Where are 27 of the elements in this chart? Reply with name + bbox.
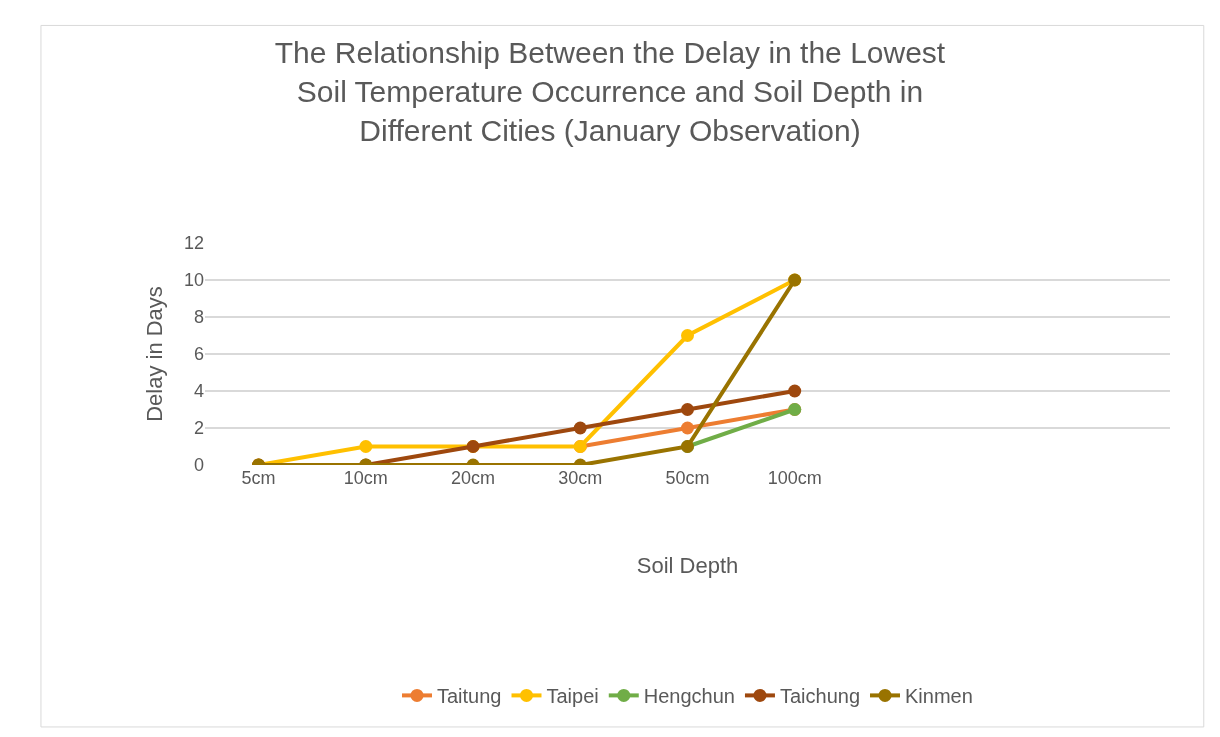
x-tick-label: 20cm [451, 468, 496, 488]
legend-label: Taitung [437, 685, 502, 708]
point [573, 421, 587, 435]
y-tick-label: 8 [193, 307, 204, 328]
x-tick-label: 30cm [558, 468, 603, 488]
point [359, 440, 373, 453]
point [681, 329, 694, 342]
x-tick-label: 10cm [343, 468, 388, 488]
x-axis-title: Soil Depth [636, 552, 739, 578]
y-tick-label: 10 [183, 270, 204, 291]
y-tick-label: 6 [193, 344, 204, 365]
chart-title: The Relationship Between the Delay in the Lowest Soil Temperature Occurrence and Soil Depth in Different Cities (January Observation) [274, 35, 946, 147]
legend-label: Taipei [546, 685, 599, 708]
x-tick-label: 5cm [241, 468, 276, 488]
legend-label: Taichung [779, 685, 861, 708]
y-axis-title: Delay in Days [141, 286, 167, 422]
y-tick-label: 12 [183, 233, 204, 254]
point [681, 403, 694, 416]
point [681, 421, 694, 435]
y-tick-label: 2 [193, 418, 204, 439]
legend-label: Hengchun [643, 685, 735, 708]
y-tick-label: 0 [193, 455, 204, 476]
legend-label: Kinmen [905, 685, 973, 708]
x-tick-label: 100cm [767, 468, 822, 488]
x-tick-label: 50cm [665, 468, 710, 488]
point [788, 384, 802, 398]
y-tick-label: 4 [193, 381, 204, 402]
